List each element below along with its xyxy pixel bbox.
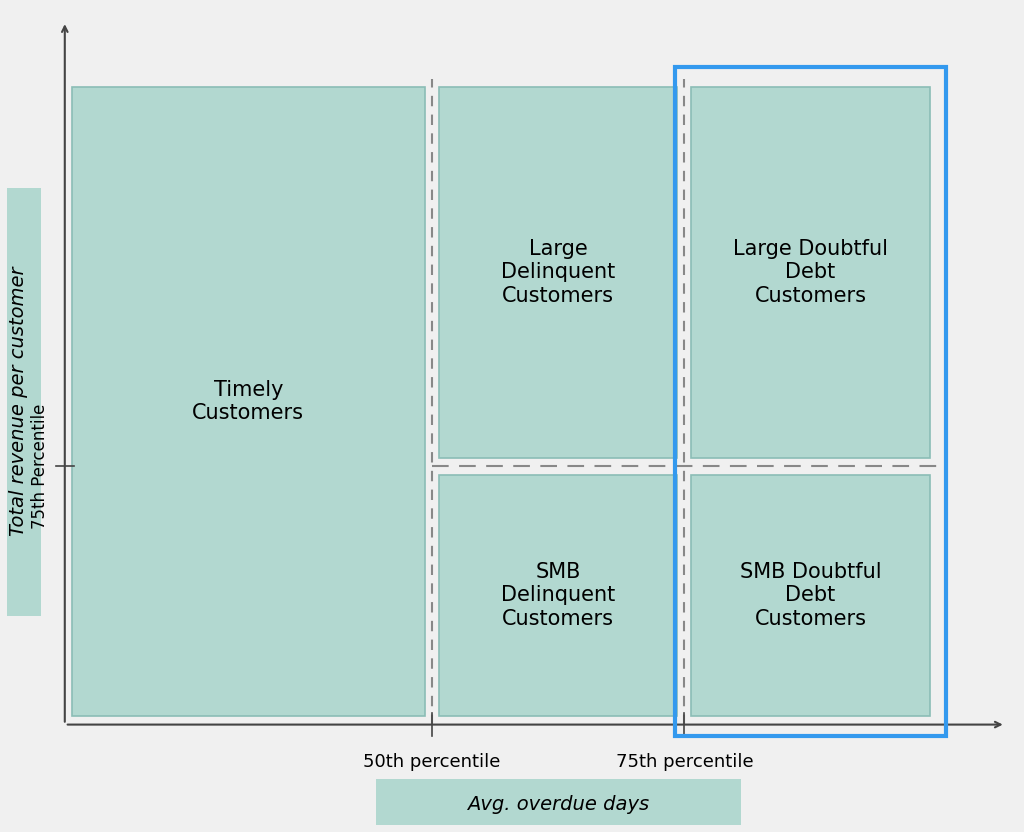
FancyBboxPatch shape xyxy=(691,87,930,458)
FancyBboxPatch shape xyxy=(376,779,740,831)
Text: Total revenue per customer: Total revenue per customer xyxy=(9,267,29,537)
Text: Large
Delinquent
Customers: Large Delinquent Customers xyxy=(501,240,615,305)
Text: Avg. overdue days: Avg. overdue days xyxy=(467,795,649,815)
FancyBboxPatch shape xyxy=(0,188,41,616)
FancyBboxPatch shape xyxy=(439,87,678,458)
Text: SMB Doubtful
Debt
Customers: SMB Doubtful Debt Customers xyxy=(739,562,882,629)
FancyBboxPatch shape xyxy=(72,87,425,716)
FancyBboxPatch shape xyxy=(439,475,678,716)
Text: 75th Percentile: 75th Percentile xyxy=(31,404,49,529)
Text: Timely
Customers: Timely Customers xyxy=(193,380,304,423)
Text: 75th percentile: 75th percentile xyxy=(615,753,753,771)
Text: SMB
Delinquent
Customers: SMB Delinquent Customers xyxy=(501,562,615,629)
FancyBboxPatch shape xyxy=(691,475,930,716)
Text: 50th percentile: 50th percentile xyxy=(364,753,501,771)
Text: Large Doubtful
Debt
Customers: Large Doubtful Debt Customers xyxy=(733,240,888,305)
